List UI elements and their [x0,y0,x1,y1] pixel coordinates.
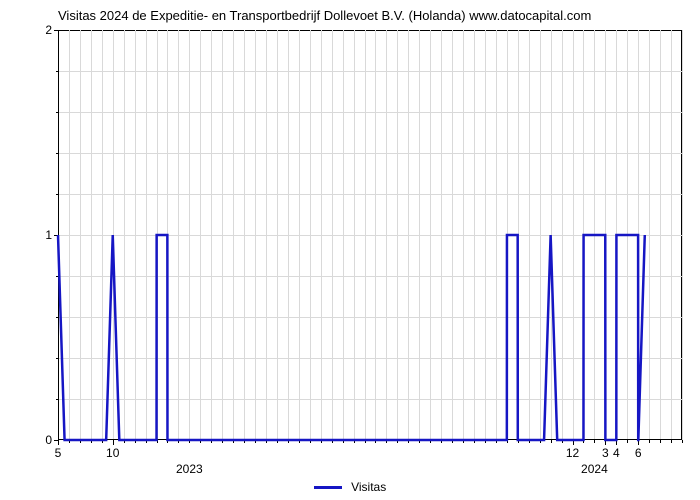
chart-title: Visitas 2024 de Expeditie- en Transportb… [58,8,591,23]
x-axis-label: 12 [566,446,579,460]
x-axis-label: 5 [55,446,62,460]
x-axis-label: 4 [613,446,620,460]
title-main: Visitas 2024 de Expeditie- en Transportb… [58,8,469,23]
title-url: www.datocapital.com [469,8,591,23]
x-axis-year-label: 2024 [581,462,608,476]
legend-label: Visitas [351,480,386,494]
y-axis-label: 2 [45,23,52,37]
x-axis-label: 6 [635,446,642,460]
legend-swatch [314,486,342,489]
x-axis-label: 3 [602,446,609,460]
line-series [58,30,682,440]
x-axis-label: 10 [106,446,119,460]
legend: Visitas [0,480,700,494]
x-axis-year-label: 2023 [176,462,203,476]
chart-container: { "type": "line", "title_main": "Visitas… [0,0,700,500]
y-axis-label: 0 [45,433,52,447]
y-axis-label: 1 [45,228,52,242]
